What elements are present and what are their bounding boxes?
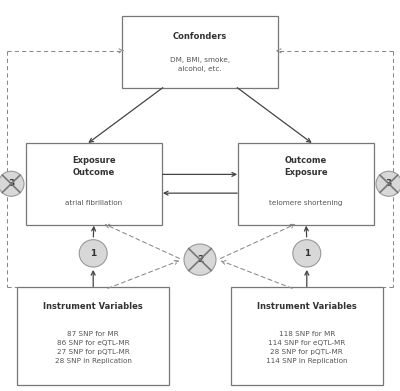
Text: 3: 3 — [8, 179, 14, 188]
FancyBboxPatch shape — [26, 143, 162, 225]
FancyBboxPatch shape — [238, 143, 374, 225]
Text: Outcome
Exposure: Outcome Exposure — [284, 156, 328, 177]
Circle shape — [79, 240, 107, 267]
Circle shape — [376, 171, 400, 196]
Text: 118 SNP for MR
114 SNP for eQTL-MR
28 SNP for pQTL-MR
114 SNP in Replication: 118 SNP for MR 114 SNP for eQTL-MR 28 SN… — [266, 331, 348, 364]
FancyBboxPatch shape — [17, 287, 169, 385]
Text: Confonders: Confonders — [173, 32, 227, 41]
Text: Exposure
Outcome: Exposure Outcome — [72, 156, 116, 177]
Text: 1: 1 — [90, 249, 96, 258]
Text: telomere shortening: telomere shortening — [269, 200, 343, 206]
Text: Instrument Variables: Instrument Variables — [257, 302, 357, 311]
FancyBboxPatch shape — [122, 16, 278, 88]
Circle shape — [293, 240, 321, 267]
Text: atrial fibrillation: atrial fibrillation — [66, 200, 122, 206]
Text: 87 SNP for MR
86 SNP for eQTL-MR
27 SNP for pQTL-MR
28 SNP in Replication: 87 SNP for MR 86 SNP for eQTL-MR 27 SNP … — [55, 331, 132, 364]
Text: 3: 3 — [386, 179, 392, 188]
Text: 1: 1 — [304, 249, 310, 258]
Circle shape — [0, 171, 24, 196]
Text: Instrument Variables: Instrument Variables — [43, 302, 143, 311]
Circle shape — [184, 244, 216, 275]
Text: 2: 2 — [197, 255, 203, 264]
FancyBboxPatch shape — [231, 287, 383, 385]
Text: DM, BMI, smoke,
alcohol, etc.: DM, BMI, smoke, alcohol, etc. — [170, 57, 230, 72]
